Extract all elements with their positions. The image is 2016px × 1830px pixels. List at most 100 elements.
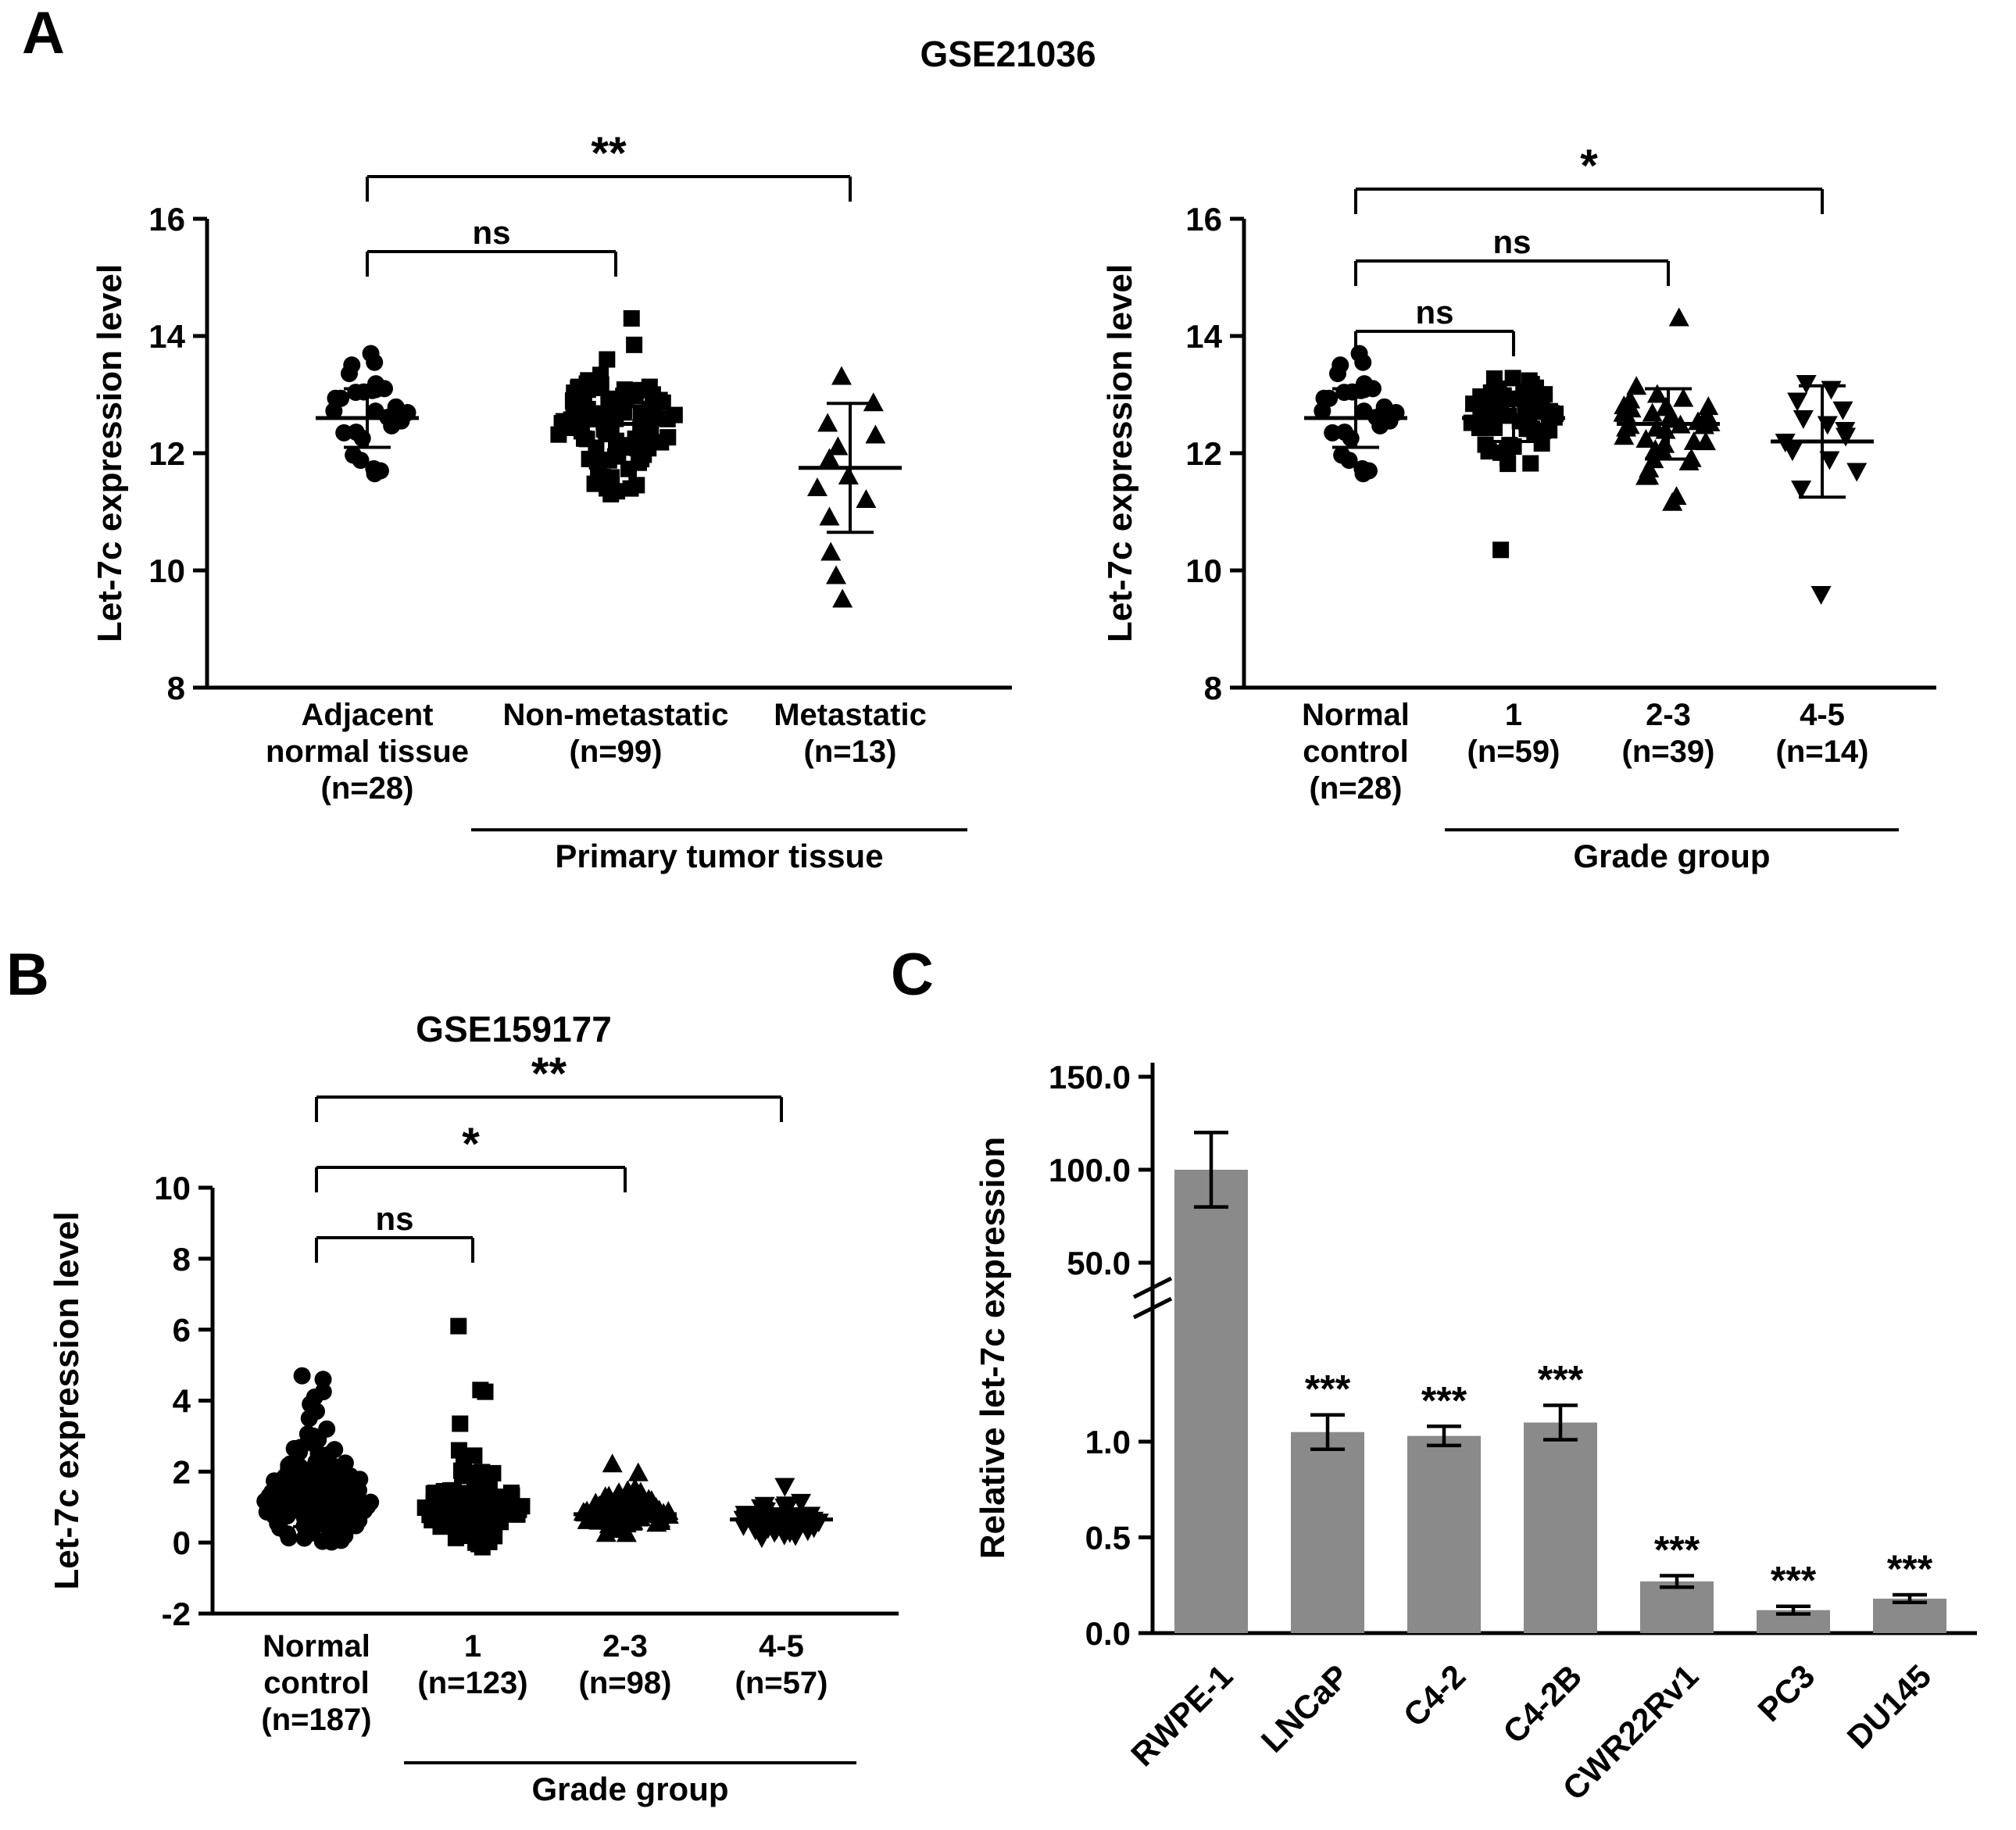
x-category-label: 2-3 <box>602 1629 648 1664</box>
sig-label: *** <box>1887 1547 1933 1591</box>
bar <box>1407 1435 1481 1633</box>
data-point-triangle-down <box>1819 451 1840 470</box>
x-category-label: Adjacent <box>302 698 434 732</box>
y-axis-title: Let-7c expression level <box>48 1211 86 1589</box>
data-point-triangle-down <box>1821 381 1842 400</box>
data-point-triangle-up <box>1635 428 1657 448</box>
data-point-square <box>599 480 616 497</box>
y-tick-label: 8 <box>1204 670 1222 706</box>
data-point-triangle-down <box>1791 481 1812 499</box>
y-tick-label: 10 <box>154 1170 191 1206</box>
data-point-square <box>1524 420 1541 438</box>
data-point-square <box>589 377 606 395</box>
data-point-triangle-up <box>617 1481 638 1500</box>
y-tick-label: 14 <box>1185 318 1222 355</box>
data-point-square <box>481 1491 499 1508</box>
data-point-triangle-up <box>1668 307 1689 327</box>
x-category-label: (n=28) <box>321 771 414 806</box>
x-category-label: (n=99) <box>570 735 663 769</box>
sig-label: ns <box>472 214 510 251</box>
data-point-square <box>1525 382 1542 399</box>
sig-label: *** <box>1538 1357 1584 1401</box>
data-point-triangle-up <box>1683 431 1704 450</box>
data-point-triangle-up <box>817 413 838 432</box>
data-point-circle <box>347 424 365 441</box>
data-point-circle <box>314 1371 332 1389</box>
chart-c-bar: 0.0 0.5 1.0 50.0 100.0 150.0 Relative let-7c e… <box>974 1059 1977 1807</box>
y-tick-label: 6 <box>173 1312 191 1349</box>
data-point-square <box>642 433 659 450</box>
data-point-circle <box>366 353 384 371</box>
data-point-square <box>1477 436 1494 453</box>
data-point-triangle-down <box>791 1493 812 1513</box>
y-tick-label: 12 <box>148 435 185 472</box>
data-point-circle <box>314 1451 332 1469</box>
bar <box>1174 1170 1248 1633</box>
data-point-circle <box>276 1468 294 1486</box>
data-point-triangle-down <box>1817 416 1838 435</box>
data-point-circle <box>295 1529 313 1547</box>
data-point-triangle-down <box>803 1519 824 1539</box>
x-category-label: DU145 <box>1840 1657 1939 1756</box>
y-tick-label: 1.0 <box>1085 1424 1131 1460</box>
data-point-triangle-up <box>650 1508 671 1528</box>
data-point-square <box>626 336 643 353</box>
panel-b-label: B <box>6 942 49 1008</box>
data-point-triangle-up <box>1635 466 1657 485</box>
bar <box>1524 1422 1597 1633</box>
data-point-triangle-up <box>1678 451 1700 470</box>
x-category-label: 4-5 <box>1800 698 1845 732</box>
x-category-label: C4-2 <box>1396 1657 1473 1734</box>
data-point-square <box>452 1415 469 1432</box>
data-point-circle <box>345 446 363 464</box>
data-point-triangle-down <box>1835 427 1857 447</box>
sig-label: ns <box>375 1200 413 1237</box>
data-point-square <box>622 480 639 497</box>
data-point-circle <box>343 356 361 374</box>
y-tick-label: 16 <box>148 201 185 238</box>
data-point-square <box>564 392 581 409</box>
y-tick-label: 0.5 <box>1085 1520 1131 1557</box>
data-point-circle <box>1324 424 1342 441</box>
y-tick-label: 8 <box>167 670 185 706</box>
x-category-label: C4-2B <box>1496 1657 1589 1750</box>
data-point-triangle-down <box>1832 401 1853 420</box>
sig-label: ** <box>531 1049 567 1099</box>
data-point-circle <box>347 384 365 402</box>
data-point-circle <box>1314 402 1331 420</box>
x-category-label: 4-5 <box>759 1629 804 1664</box>
x-category-label: (n=14) <box>1776 735 1869 769</box>
y-tick-label: 150.0 <box>1049 1059 1131 1095</box>
x-category-label: (n=187) <box>261 1703 371 1737</box>
sig-label: * <box>462 1119 480 1170</box>
y-tick-label: 100.0 <box>1049 1152 1131 1188</box>
data-point-circle <box>367 375 385 393</box>
data-point-circle <box>349 1503 366 1521</box>
data-point-triangle-up <box>820 541 842 561</box>
data-point-triangle-down <box>1793 410 1814 429</box>
sig-label: * <box>1580 141 1598 191</box>
sig-label: *** <box>1654 1528 1700 1572</box>
y-tick-label: 0.0 <box>1085 1615 1131 1652</box>
x-category-label: Normal <box>263 1629 370 1664</box>
x-category-label: (n=123) <box>417 1666 527 1700</box>
data-point-square <box>435 1485 452 1502</box>
y-tick-label: 14 <box>148 318 185 355</box>
data-point-circle <box>1355 402 1373 420</box>
data-point-circle <box>366 402 384 420</box>
data-point-square <box>1522 455 1539 472</box>
data-point-circle <box>278 1525 296 1543</box>
y-tick-label: 12 <box>1185 435 1222 472</box>
x-category-label: (n=39) <box>1622 735 1715 769</box>
data-point-square <box>452 1462 470 1479</box>
data-point-square <box>1492 541 1510 559</box>
data-point-triangle-up <box>1615 402 1636 422</box>
data-point-circle <box>269 1482 287 1500</box>
y-axis-title: Let-7c expression level <box>91 264 129 642</box>
x-category-label: Normal <box>1302 698 1410 732</box>
data-point-square <box>1507 390 1524 407</box>
data-point-triangle-up <box>1662 491 1683 511</box>
x-category-label: control <box>263 1666 370 1700</box>
data-point-triangle-up <box>1698 396 1719 416</box>
